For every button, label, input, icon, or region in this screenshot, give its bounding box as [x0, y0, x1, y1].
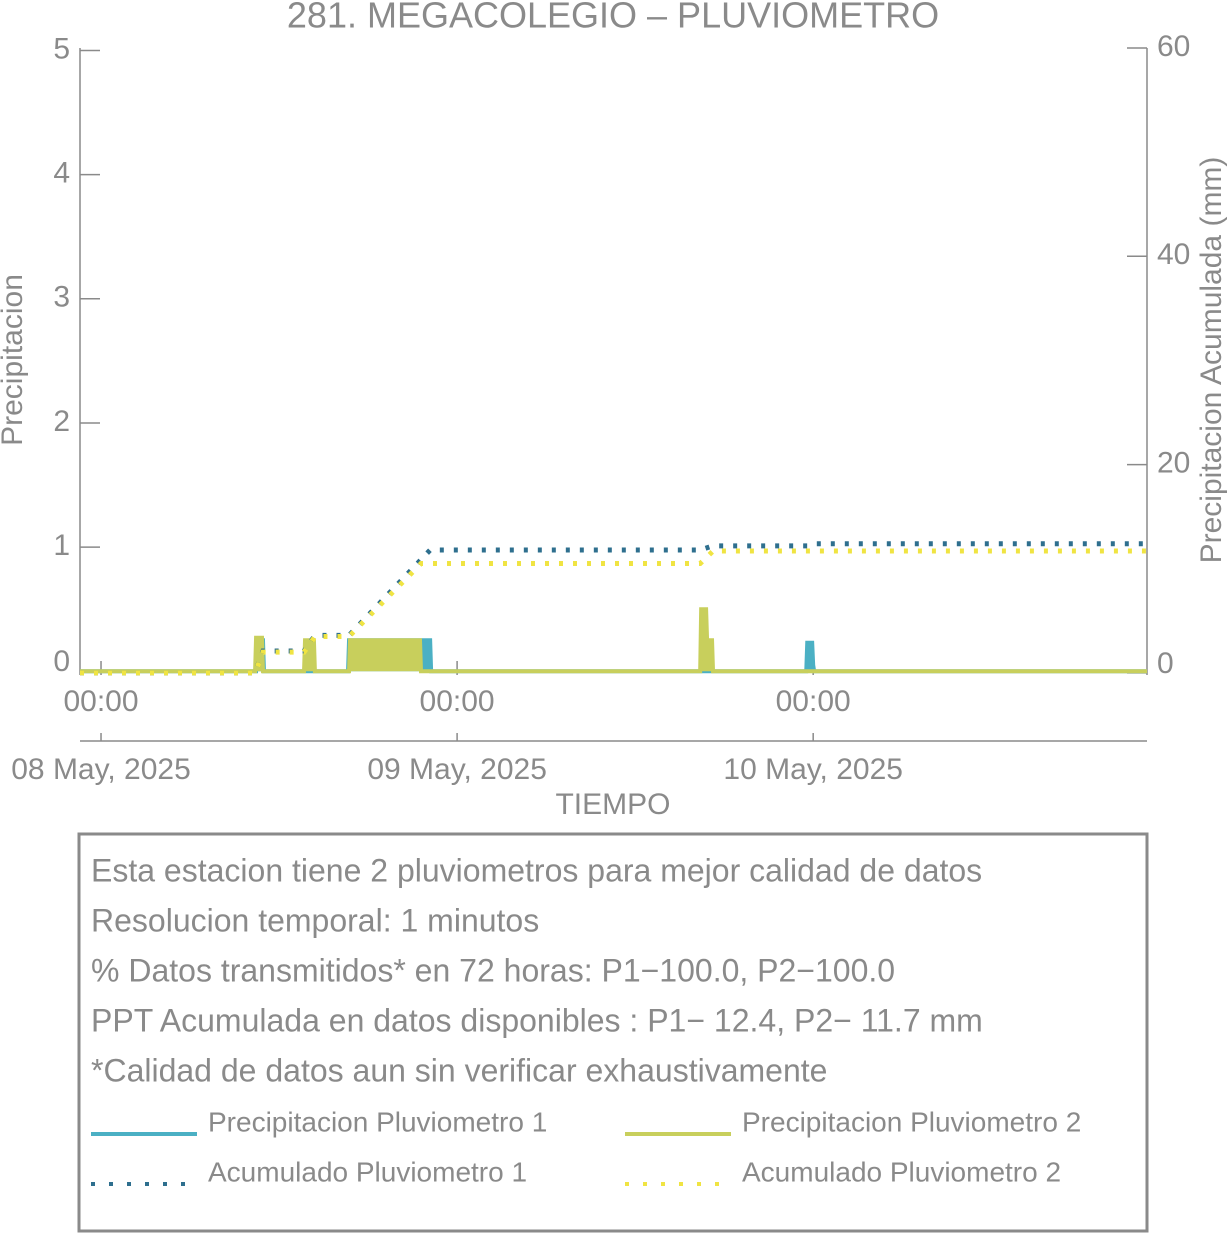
x-date-label: 09 May, 2025	[367, 753, 547, 786]
chart-title: 281. MEGACOLEGIO – PLUVIOMETRO	[287, 0, 939, 36]
annotation: % Datos transmitidos* en 72 horas: P1−10…	[91, 952, 895, 988]
x-tick-label: 00:00	[420, 685, 495, 718]
x-date-label: 08 May, 2025	[11, 753, 191, 786]
legend-label: Acumulado Pluviometro 2	[742, 1156, 1061, 1187]
cumulative-line	[80, 548, 1147, 676]
annotation: Resolucion temporal: 1 minutos	[91, 902, 539, 938]
y-tick-label: 3	[53, 281, 70, 314]
y-axis-label: Precipitacion	[0, 274, 29, 446]
y-tick-label: 2	[53, 405, 70, 438]
x-date-label: 10 May, 2025	[723, 753, 903, 786]
y2-tick-label: 60	[1157, 30, 1190, 63]
annotation: PPT Acumulada en datos disponibles : P1−…	[91, 1002, 983, 1038]
y2-tick-label: 40	[1157, 238, 1190, 271]
precip-line	[80, 607, 1147, 674]
legend-label: Acumulado Pluviometro 1	[208, 1156, 527, 1187]
x-tick-label: 00:00	[776, 685, 851, 718]
legend-label: Precipitacion Pluviometro 2	[742, 1106, 1081, 1137]
y-tick-label: 4	[53, 157, 70, 190]
annotation: Esta estacion tiene 2 pluviometros para …	[91, 852, 982, 888]
cumulative-line	[80, 541, 1147, 676]
annotation-box	[77, 832, 1149, 1233]
annotation: *Calidad de datos aun sin verificar exha…	[91, 1052, 827, 1088]
y-tick-label: 0	[53, 645, 70, 678]
y2-tick-label: 20	[1157, 447, 1190, 480]
legend-label: Precipitacion Pluviometro 1	[208, 1106, 547, 1137]
y-tick-label: 5	[53, 32, 70, 65]
x-axis-label: TIEMPO	[555, 788, 670, 821]
y-tick-label: 1	[53, 529, 70, 562]
precip-line	[80, 638, 1147, 674]
x-tick-label: 00:00	[63, 685, 138, 718]
y2-tick-label: 0	[1157, 647, 1174, 680]
y2-axis-label: Precipitacion Acumulada (mm)	[1195, 157, 1228, 564]
